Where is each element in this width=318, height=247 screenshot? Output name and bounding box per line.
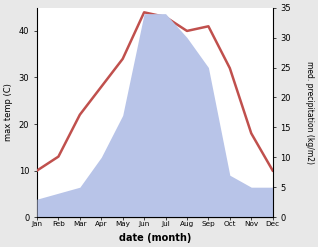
Y-axis label: med. precipitation (kg/m2): med. precipitation (kg/m2) <box>305 61 314 164</box>
Y-axis label: max temp (C): max temp (C) <box>4 83 13 141</box>
X-axis label: date (month): date (month) <box>119 233 191 243</box>
